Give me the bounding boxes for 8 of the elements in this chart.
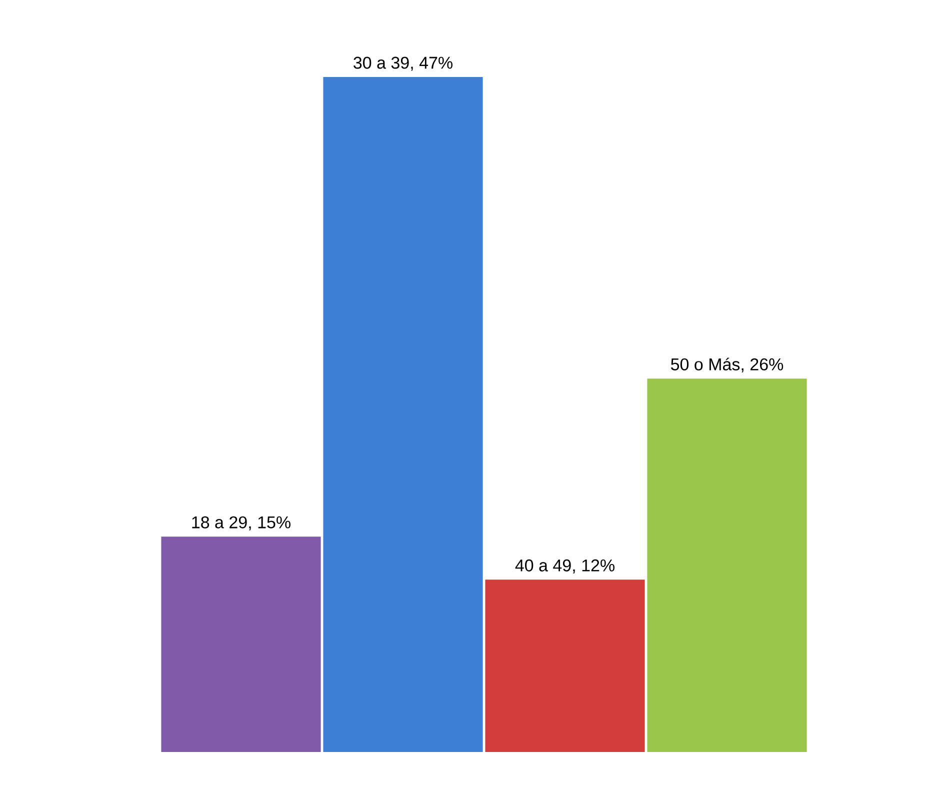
data-label: 50 o Más, 26% [670, 358, 784, 372]
bar [485, 580, 645, 752]
data-label: 18 a 29, 15% [192, 516, 290, 530]
data-label: 40 a 49, 12% [515, 559, 614, 574]
bar [647, 378, 807, 752]
data-label: 30 a 39, 47% [354, 56, 452, 71]
bar [323, 77, 483, 752]
bar [161, 536, 321, 752]
